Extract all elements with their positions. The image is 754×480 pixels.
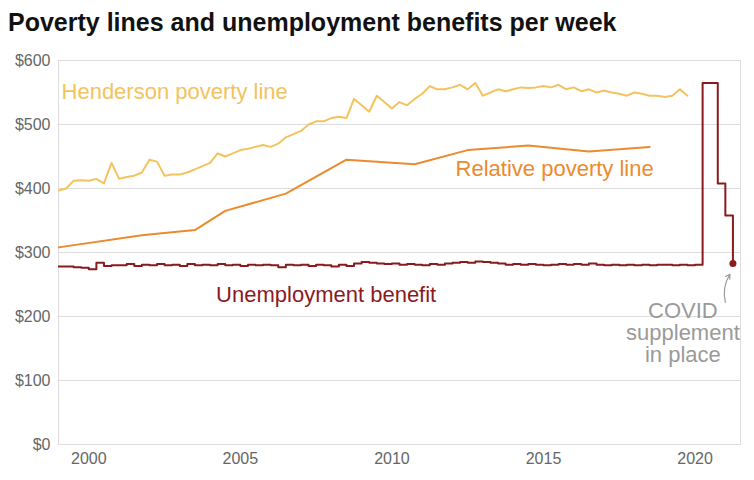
svg-text:COVIDsupplementin place: COVIDsupplementin place [626,298,740,367]
svg-text:$500: $500 [15,116,51,133]
svg-text:$100: $100 [15,372,51,389]
svg-text:2005: 2005 [223,450,259,467]
svg-text:$400: $400 [15,180,51,197]
svg-text:2020: 2020 [677,450,713,467]
svg-text:$200: $200 [15,308,51,325]
svg-text:2010: 2010 [374,450,410,467]
svg-text:$600: $600 [15,52,51,69]
html-text:Poverty lines and unemployment: Poverty lines and unemployment benefits … [8,8,617,36]
svg-text:$0: $0 [33,436,51,453]
svg-text:Unemployment benefit: Unemployment benefit [216,282,436,307]
svg-text:Relative poverty line: Relative poverty line [456,156,654,181]
svg-text:$300: $300 [15,244,51,261]
svg-text:Henderson poverty line: Henderson poverty line [62,79,288,104]
svg-text:2015: 2015 [526,450,562,467]
svg-text:2000: 2000 [71,450,107,467]
